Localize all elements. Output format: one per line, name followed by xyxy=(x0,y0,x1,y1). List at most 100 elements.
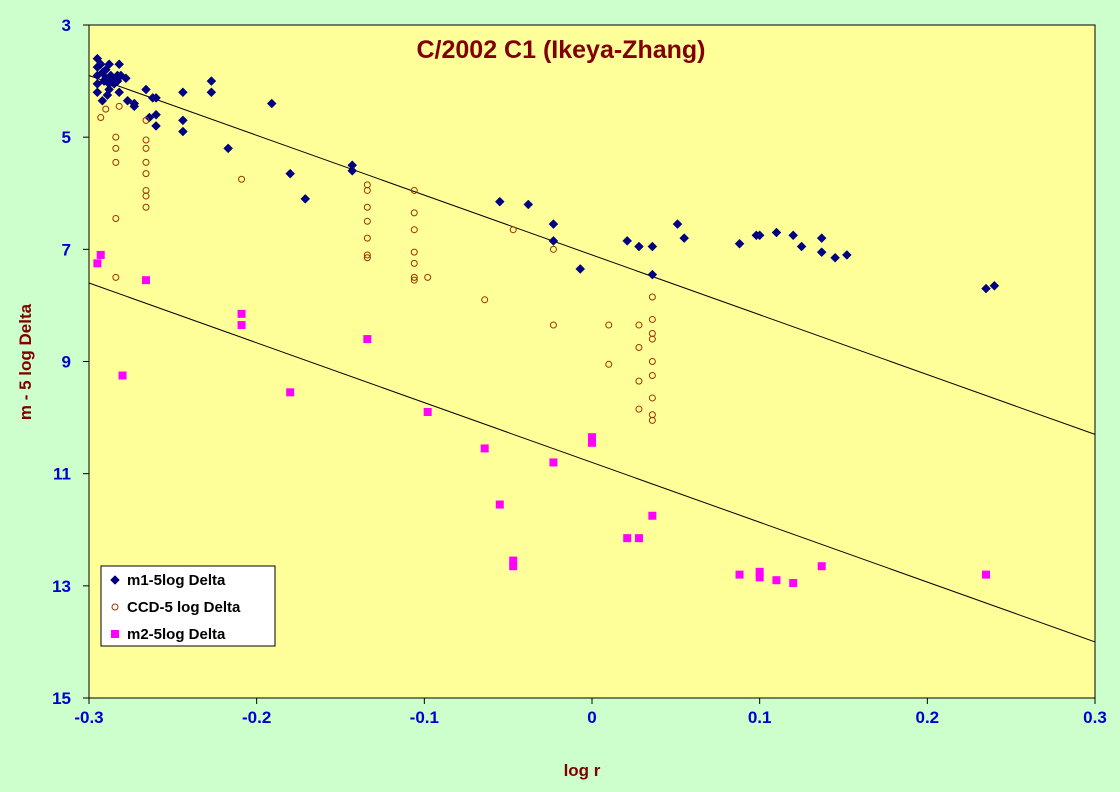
data-point xyxy=(480,444,489,453)
legend-label: CCD-5 log Delta xyxy=(127,599,241,616)
data-point xyxy=(755,567,764,576)
trend-line xyxy=(88,75,1096,435)
data-point xyxy=(647,241,658,252)
data-point xyxy=(548,219,559,229)
data-point xyxy=(982,570,991,579)
data-point xyxy=(588,433,596,442)
data-point xyxy=(93,259,102,268)
data-point xyxy=(347,165,358,176)
data-point xyxy=(95,59,106,70)
data-point xyxy=(796,241,807,252)
series-ccd-5-log-delta xyxy=(97,102,656,424)
data-point xyxy=(410,209,418,217)
data-point xyxy=(509,556,518,565)
chart-title: C/2002 C1 (Ikeya-Zhang) xyxy=(417,36,706,64)
x-tick-label: -0.3 xyxy=(74,708,103,727)
data-point xyxy=(647,269,658,280)
data-point xyxy=(410,226,418,234)
data-point xyxy=(981,283,991,294)
trend-lines xyxy=(88,75,1096,643)
data-point xyxy=(679,233,690,243)
x-tick-label: 0.2 xyxy=(916,708,940,727)
data-point xyxy=(363,234,371,242)
y-tick-label: 11 xyxy=(53,465,71,484)
data-point xyxy=(178,115,188,126)
x-tick-label: 0 xyxy=(587,708,596,727)
y-tick-label: 13 xyxy=(52,577,71,596)
data-point xyxy=(112,144,120,152)
data-point xyxy=(363,217,371,225)
x-tick-label: 0.3 xyxy=(1083,708,1107,727)
data-point xyxy=(151,121,161,131)
data-point xyxy=(772,576,781,585)
data-point xyxy=(118,371,127,380)
legend-box xyxy=(100,565,276,647)
y-axis: 3 5 7 9 11 13 15 xyxy=(52,16,89,708)
y-tick-label: 3 xyxy=(62,16,71,35)
y-tick-label: 7 xyxy=(62,240,71,259)
data-point xyxy=(142,170,150,178)
data-point xyxy=(178,87,188,98)
legend-marker xyxy=(110,575,120,585)
data-point xyxy=(771,227,782,238)
data-point xyxy=(104,84,114,95)
data-point xyxy=(285,168,296,179)
data-point xyxy=(623,534,632,543)
data-point xyxy=(142,158,150,166)
data-point xyxy=(755,573,764,582)
data-point xyxy=(97,95,108,106)
data-point xyxy=(672,219,683,229)
data-point xyxy=(410,248,418,256)
data-point xyxy=(286,388,295,397)
legend-marker xyxy=(111,603,119,611)
series-m1-5log-delta xyxy=(92,53,1000,294)
data-point xyxy=(142,136,150,144)
data-point xyxy=(96,250,105,259)
data-point xyxy=(648,372,656,380)
data-point xyxy=(142,203,150,211)
data-point xyxy=(142,276,151,285)
data-point xyxy=(237,321,246,330)
data-point xyxy=(648,335,656,343)
data-point xyxy=(142,144,150,152)
data-point xyxy=(223,143,234,154)
data-point xyxy=(635,377,643,385)
data-point xyxy=(410,259,418,267)
legend-label: m2-5log Delta xyxy=(127,626,226,643)
data-point xyxy=(112,273,120,281)
x-tick-label: -0.2 xyxy=(242,708,271,727)
data-point xyxy=(788,230,799,241)
data-point xyxy=(112,133,120,141)
data-point xyxy=(423,407,432,416)
data-point xyxy=(114,59,125,70)
data-point xyxy=(648,358,656,365)
data-point xyxy=(588,438,596,447)
x-axis: -0.3 -0.2 -0.1 0 0.1 0.2 0.3 xyxy=(74,698,1107,727)
data-point xyxy=(266,98,277,109)
data-point xyxy=(549,321,557,329)
data-point xyxy=(523,199,534,210)
data-point xyxy=(151,93,161,103)
data-point xyxy=(734,238,745,249)
data-point xyxy=(605,321,613,329)
data-point xyxy=(735,570,744,579)
legend-label: m1-5log Delta xyxy=(127,572,226,589)
x-tick-label: 0.1 xyxy=(748,708,772,727)
data-point xyxy=(206,76,217,86)
data-point xyxy=(104,59,114,70)
data-point xyxy=(142,116,150,124)
data-point xyxy=(237,309,246,318)
data-point xyxy=(622,236,633,246)
data-point xyxy=(410,186,418,194)
y-tick-label: 9 xyxy=(62,353,71,372)
x-axis-title: log r xyxy=(564,761,601,780)
data-point xyxy=(549,458,558,467)
data-point xyxy=(142,192,150,200)
data-point xyxy=(789,579,798,588)
data-point xyxy=(363,186,371,194)
data-point xyxy=(112,214,120,222)
y-tick-label: 5 xyxy=(62,128,71,147)
series-m2-5log-delta xyxy=(93,250,991,588)
data-series xyxy=(92,53,1000,588)
data-point xyxy=(495,500,504,509)
